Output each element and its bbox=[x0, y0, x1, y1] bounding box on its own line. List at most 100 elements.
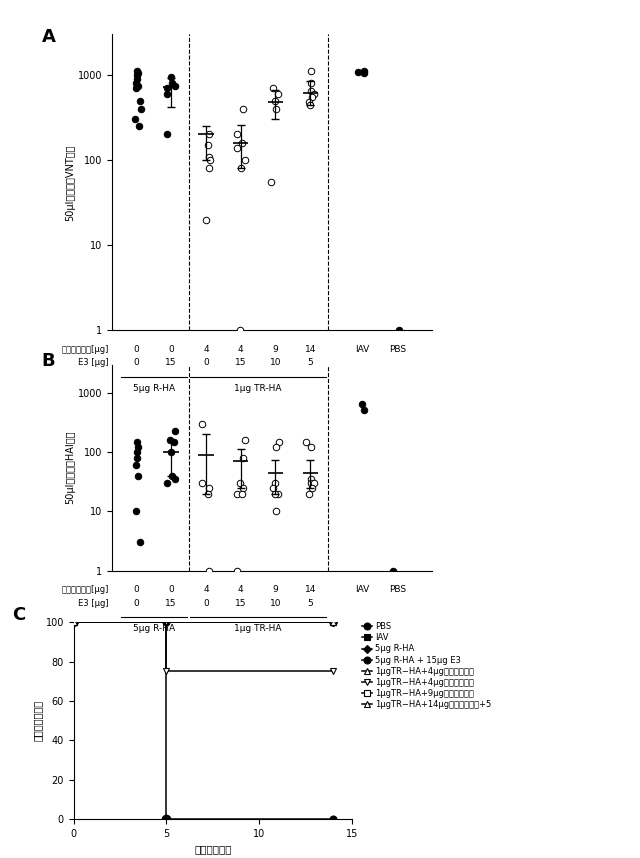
Point bbox=[359, 403, 369, 417]
Point bbox=[166, 445, 177, 459]
Point bbox=[163, 87, 173, 100]
Point bbox=[356, 397, 367, 411]
Point bbox=[306, 64, 316, 78]
Text: 14: 14 bbox=[305, 585, 316, 594]
Point bbox=[270, 486, 280, 500]
Point bbox=[388, 564, 398, 577]
Text: IAV: IAV bbox=[355, 585, 369, 594]
Point bbox=[232, 486, 243, 500]
Text: E3 [μg]: E3 [μg] bbox=[78, 359, 109, 367]
Point bbox=[132, 79, 143, 93]
Point bbox=[306, 440, 316, 454]
Point bbox=[134, 119, 144, 133]
Point bbox=[169, 435, 179, 449]
Point bbox=[204, 564, 214, 577]
X-axis label: 注射後の日数: 注射後の日数 bbox=[194, 844, 232, 855]
Y-axis label: 50μl当たりのHAI力値: 50μl当たりのHAI力値 bbox=[65, 431, 75, 505]
Text: IAV: IAV bbox=[355, 345, 369, 353]
Point bbox=[166, 468, 177, 482]
Point bbox=[170, 424, 180, 438]
Point bbox=[132, 64, 142, 78]
Point bbox=[271, 440, 281, 454]
Text: 10: 10 bbox=[269, 599, 281, 607]
Point bbox=[271, 102, 281, 116]
Point bbox=[204, 149, 214, 163]
Text: 0: 0 bbox=[168, 345, 174, 353]
Point bbox=[162, 82, 172, 95]
Text: 10: 10 bbox=[269, 359, 281, 367]
Text: PBS: PBS bbox=[388, 345, 406, 353]
Point bbox=[273, 87, 283, 100]
Y-axis label: 50μl当たりのVNT力値: 50μl当たりのVNT力値 bbox=[65, 144, 75, 221]
Point bbox=[301, 435, 311, 449]
Legend: PBS, IAV, 5μg R-HA, 5μg R-HA + 15μg E3, 1μgTR−HA+4μgレプリカーゼ, 1μgTR−HA+4μgレプリカーゼ, : PBS, IAV, 5μg R-HA, 5μg R-HA + 15μg E3, … bbox=[362, 622, 492, 709]
Text: 15: 15 bbox=[165, 359, 177, 367]
Point bbox=[268, 82, 278, 95]
Point bbox=[353, 65, 364, 79]
Point bbox=[196, 476, 207, 490]
Point bbox=[236, 161, 246, 175]
Text: E3 [μg]: E3 [μg] bbox=[78, 599, 109, 607]
Point bbox=[232, 564, 243, 577]
Text: 0: 0 bbox=[203, 599, 209, 607]
Point bbox=[271, 505, 281, 518]
Text: 9: 9 bbox=[273, 345, 278, 353]
Text: 0: 0 bbox=[134, 345, 140, 353]
Point bbox=[239, 154, 250, 167]
Point bbox=[307, 481, 317, 495]
Point bbox=[238, 102, 248, 116]
Text: 15: 15 bbox=[235, 599, 246, 607]
Point bbox=[165, 433, 175, 447]
Y-axis label: 生存パーセント: 生存パーセント bbox=[33, 700, 43, 741]
Point bbox=[130, 112, 140, 126]
Point bbox=[232, 128, 243, 142]
Point bbox=[237, 136, 247, 149]
Point bbox=[232, 141, 243, 154]
Point bbox=[238, 451, 248, 465]
Point bbox=[205, 154, 216, 167]
Text: 0: 0 bbox=[134, 359, 140, 367]
Point bbox=[132, 435, 142, 449]
Point bbox=[270, 94, 280, 107]
Point bbox=[136, 102, 146, 116]
Point bbox=[131, 76, 141, 90]
Point bbox=[238, 481, 248, 495]
Point bbox=[306, 476, 316, 490]
Point bbox=[275, 435, 285, 449]
Point bbox=[204, 486, 214, 500]
Text: 15: 15 bbox=[165, 599, 177, 607]
Text: 5μg R-HA: 5μg R-HA bbox=[132, 384, 175, 393]
Point bbox=[131, 505, 141, 518]
Point bbox=[132, 468, 143, 482]
Point bbox=[166, 76, 177, 90]
Point bbox=[268, 481, 278, 495]
Text: 4: 4 bbox=[203, 585, 209, 594]
Point bbox=[359, 64, 369, 78]
Point bbox=[132, 72, 142, 86]
Point bbox=[200, 213, 211, 227]
Point bbox=[166, 70, 177, 84]
Text: レプリカーゼ[μg]: レプリカーゼ[μg] bbox=[61, 345, 109, 353]
Point bbox=[394, 323, 404, 337]
Point bbox=[132, 68, 142, 82]
Text: B: B bbox=[42, 353, 55, 371]
Text: 5: 5 bbox=[307, 599, 313, 607]
Point bbox=[307, 90, 317, 104]
Text: A: A bbox=[42, 28, 56, 46]
Point bbox=[236, 476, 246, 490]
Text: 15: 15 bbox=[235, 359, 246, 367]
Text: C: C bbox=[12, 607, 26, 625]
Text: 0: 0 bbox=[168, 585, 174, 594]
Text: レプリカーゼ[μg]: レプリカーゼ[μg] bbox=[61, 585, 109, 594]
Text: 5μg R-HA: 5μg R-HA bbox=[132, 625, 175, 633]
Point bbox=[309, 476, 319, 490]
Point bbox=[266, 175, 276, 189]
Point bbox=[170, 472, 180, 486]
Text: 9: 9 bbox=[273, 585, 278, 594]
Point bbox=[204, 138, 214, 152]
Point bbox=[162, 476, 172, 490]
Point bbox=[197, 417, 207, 431]
Point bbox=[359, 66, 369, 80]
Point bbox=[170, 79, 180, 93]
Text: 0: 0 bbox=[134, 585, 140, 594]
